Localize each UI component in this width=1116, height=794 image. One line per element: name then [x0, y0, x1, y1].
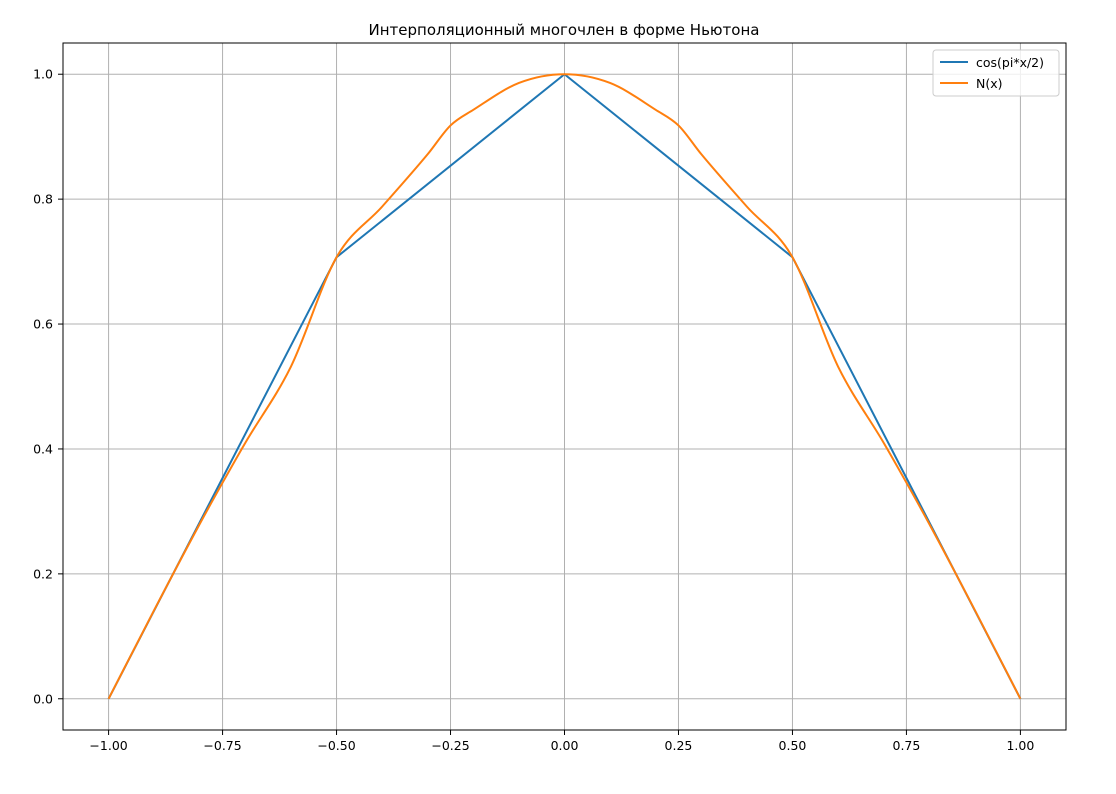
chart-title: Интерполяционный многочлен в форме Ньюто…: [369, 21, 760, 39]
legend: cos(pi*x/2) N(x): [932, 49, 1060, 97]
grid-lines: [63, 43, 1066, 730]
axis-ticks: −1.00 −0.75 −0.50 −0.25 0.00 0.25 0.50 0.75 1.00…: [33, 67, 1034, 753]
series-line-newton: [107, 73, 1022, 700]
x-tick-label: −0.75: [203, 738, 241, 753]
x-tick-label: 0.25: [665, 738, 693, 753]
y-tick-label: 0.6: [33, 317, 53, 332]
y-tick-label: 0.4: [33, 441, 53, 456]
plot-series: [107, 73, 1022, 700]
y-tick-label: 0.2: [33, 566, 53, 581]
x-tick-label: −0.25: [431, 738, 469, 753]
x-tick-label: 0.75: [893, 738, 921, 753]
x-tick-label: −0.50: [317, 738, 355, 753]
x-tick-label: 1.00: [1006, 738, 1034, 753]
x-tick-label: 0.00: [551, 738, 579, 753]
y-tick-label: 0.8: [33, 192, 53, 207]
legend-label-newton: N(x): [976, 76, 1003, 91]
x-tick-label: 0.50: [779, 738, 807, 753]
x-tick-label: −1.00: [89, 738, 127, 753]
y-tick-label: 1.0: [33, 67, 53, 82]
y-tick-label: 0.0: [33, 691, 53, 706]
legend-label-cos: cos(pi*x/2): [976, 55, 1044, 70]
